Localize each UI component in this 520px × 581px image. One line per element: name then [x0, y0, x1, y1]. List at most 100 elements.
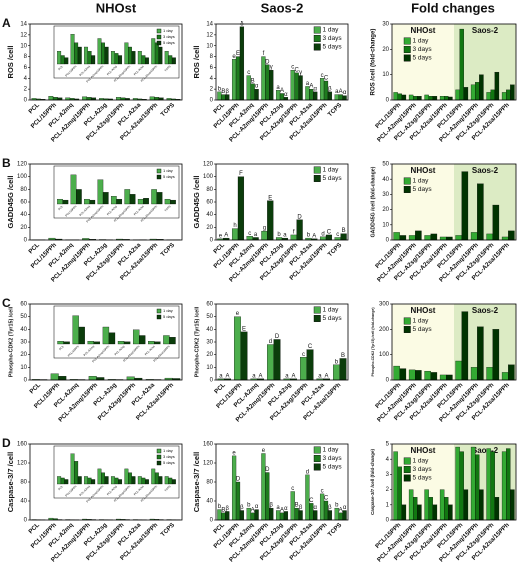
bar-letter: a	[335, 89, 339, 95]
bar	[459, 28, 464, 101]
legend-swatch	[403, 46, 411, 53]
y-tick-label: 160	[203, 442, 214, 448]
bar	[340, 233, 347, 241]
group-label: NHOst	[411, 26, 436, 35]
bar	[397, 93, 402, 101]
bar	[265, 64, 270, 101]
panel-letter: C	[2, 296, 11, 310]
y-tick-label: 2	[210, 87, 214, 93]
legend-label: 3 days	[323, 35, 343, 42]
inset-bar	[74, 461, 79, 485]
inset-bar	[139, 335, 146, 345]
y-tick-label: 14	[20, 22, 27, 28]
x-tick-label: PCL	[213, 381, 227, 395]
inset-bar	[156, 192, 163, 205]
inset-bar	[118, 55, 123, 65]
bar	[299, 357, 307, 381]
bar-letter: F	[239, 171, 243, 177]
inset-bar	[151, 468, 156, 485]
bar-letter: γ	[270, 65, 273, 71]
bar	[510, 489, 515, 521]
inset-bar	[91, 55, 96, 65]
bar	[455, 89, 460, 101]
inset-bar	[137, 476, 142, 485]
legend-label: 1 day	[163, 28, 173, 33]
plot-frame	[391, 303, 517, 381]
bar	[490, 451, 495, 521]
bar	[413, 497, 418, 521]
inset-bar	[87, 341, 94, 345]
inset-bar	[110, 476, 115, 485]
inset-bar	[87, 51, 92, 65]
legend-label: 5 days	[323, 44, 343, 51]
legend-swatch	[156, 40, 162, 46]
bar	[470, 446, 476, 521]
inset-bar	[168, 477, 173, 485]
panel-letter: B	[2, 156, 11, 170]
bar	[267, 200, 274, 241]
inset-bar	[148, 341, 155, 345]
y-tick-label: 20	[382, 207, 389, 213]
inset-bar	[145, 479, 149, 485]
bar-letter: C	[309, 498, 314, 504]
bar-letter: D	[265, 467, 270, 473]
bar-letter: c	[336, 232, 339, 238]
y-tick-label: 0	[386, 238, 390, 244]
inset-bar	[141, 477, 146, 485]
y-axis-label: ROS /cell	[6, 46, 15, 79]
bar-letter: c	[302, 352, 305, 358]
bar	[446, 374, 453, 381]
bar	[393, 92, 398, 101]
inset-bar	[57, 51, 62, 65]
legend-label: 1 day	[413, 458, 430, 465]
bar	[486, 92, 491, 101]
y-tick-label: 80	[206, 187, 213, 193]
bar	[424, 235, 431, 241]
legend-label: 1 day	[163, 168, 173, 173]
bar-letter: A	[325, 373, 329, 379]
bar-letter: β	[299, 505, 303, 511]
inset-bar	[70, 174, 77, 205]
bar	[508, 364, 515, 381]
y-tick-label: 160	[17, 442, 28, 448]
bar	[283, 511, 289, 521]
bar	[439, 489, 445, 521]
bar-letter: c	[321, 73, 324, 79]
legend-swatch	[313, 455, 321, 462]
group-background	[392, 164, 454, 240]
bar	[413, 96, 418, 101]
y-axis-label: GADD45G /cell	[192, 176, 201, 229]
inset-bar	[124, 42, 129, 65]
bar-letter: D	[236, 477, 241, 483]
bar	[417, 96, 422, 101]
inset-bar	[84, 476, 88, 485]
y-tick-label: 0	[386, 378, 390, 384]
inset-bar	[154, 472, 159, 485]
y-tick-label: 50	[20, 314, 27, 320]
bar	[296, 219, 303, 241]
bar-letter: c	[291, 486, 294, 492]
bar	[486, 448, 491, 521]
legend-swatch	[156, 460, 162, 466]
group-label: Saos-2	[472, 306, 499, 315]
bar	[430, 372, 438, 381]
bar	[494, 71, 500, 101]
inset-bar	[110, 51, 115, 65]
panel-letter: D	[2, 436, 11, 450]
y-axis-label: GADD45G /cell (fold-change)	[370, 166, 376, 237]
bar	[342, 510, 347, 521]
bar-letter: β	[226, 506, 230, 512]
inset-x-label: TCPS	[163, 64, 171, 72]
y-tick-label: 300	[379, 302, 390, 308]
y-axis-label: Phospho-CDK2 (Tyr15) /cell (fold-change)	[371, 308, 375, 377]
inset-bar	[141, 55, 146, 65]
y-tick-label: 0	[210, 238, 214, 244]
bar-letter: β	[240, 505, 244, 511]
bar	[506, 89, 511, 101]
bar	[261, 230, 268, 241]
legend-swatch	[156, 168, 162, 174]
y-tick-label: 20	[20, 352, 27, 358]
bar	[221, 512, 226, 521]
bar-letter: b	[307, 233, 311, 239]
bar-letter: B	[342, 228, 346, 234]
